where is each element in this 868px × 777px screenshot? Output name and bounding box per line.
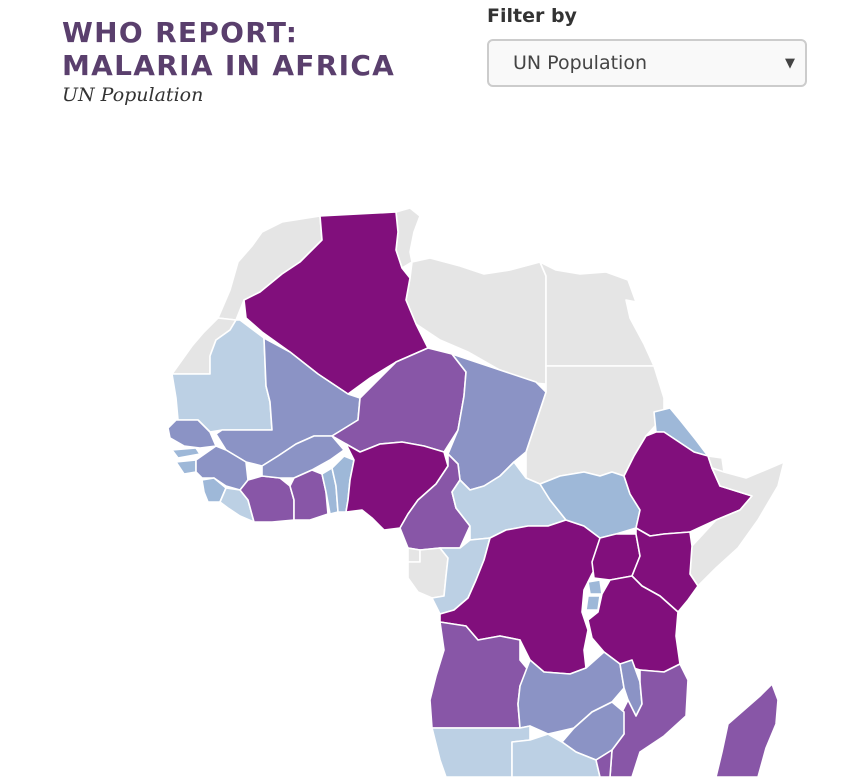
filter-selected-value: UN Population bbox=[513, 52, 647, 74]
page-title: WHO REPORT: MALARIA IN AFRICA bbox=[62, 16, 395, 82]
country-madagascar[interactable] bbox=[715, 683, 779, 777]
country-botswana[interactable] bbox=[511, 733, 601, 777]
country-senegal[interactable] bbox=[167, 419, 217, 449]
country-equatorial-guinea[interactable] bbox=[407, 547, 421, 563]
title-line-2: MALARIA IN AFRICA bbox=[62, 49, 396, 82]
country-algeria[interactable] bbox=[243, 211, 429, 395]
country-mauritania[interactable] bbox=[171, 319, 273, 433]
country-kenya[interactable] bbox=[631, 527, 699, 613]
filter-label: Filter by bbox=[487, 5, 577, 27]
chevron-down-icon: ▼ bbox=[785, 55, 795, 71]
country-gambia[interactable] bbox=[171, 447, 201, 459]
country-egypt[interactable] bbox=[539, 261, 655, 367]
title-line-1: WHO REPORT: bbox=[62, 16, 299, 49]
country-mozambique[interactable] bbox=[609, 663, 689, 777]
filter-select[interactable]: UN Population ▼ bbox=[487, 39, 807, 87]
country-burkina-faso[interactable] bbox=[261, 435, 345, 479]
country-rwanda[interactable] bbox=[587, 579, 603, 595]
country-ghana[interactable] bbox=[289, 469, 329, 521]
country-south-africa[interactable] bbox=[595, 749, 613, 777]
country-somalia[interactable] bbox=[689, 461, 785, 587]
page-subtitle: UN Population bbox=[62, 84, 204, 106]
country-burundi[interactable] bbox=[585, 595, 601, 611]
country-guinea-bissau[interactable] bbox=[175, 459, 197, 475]
